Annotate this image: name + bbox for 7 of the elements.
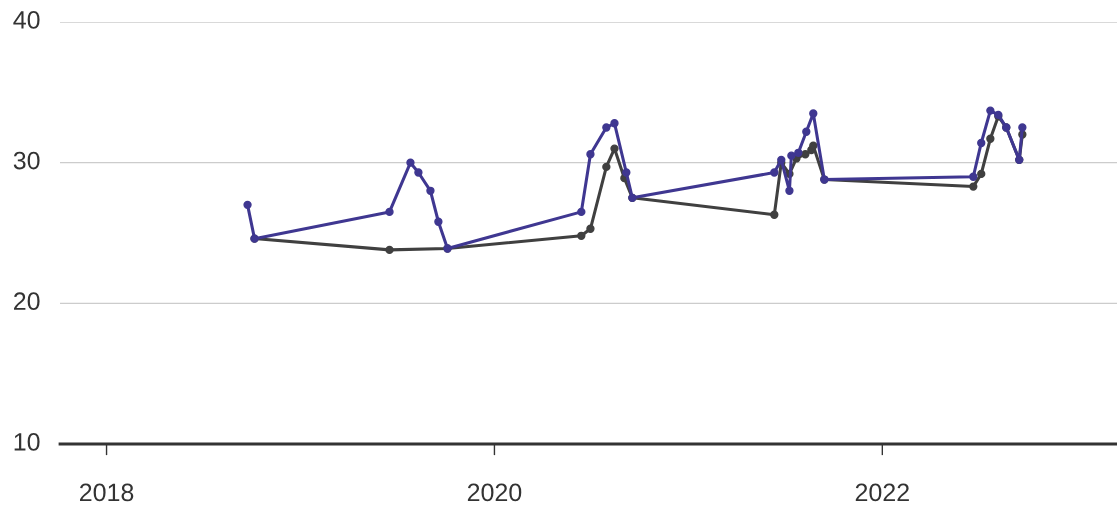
x-tick-label: 2020 [467,483,522,502]
y-tick-label: 10 [14,433,40,451]
x-tick-label: 2018 [80,483,134,502]
y-tick-label: 40 [13,11,40,29]
y-tick-label: 30 [13,151,40,170]
x-tick-label: 2022 [855,483,909,502]
y-tick-label: 20 [14,292,40,311]
